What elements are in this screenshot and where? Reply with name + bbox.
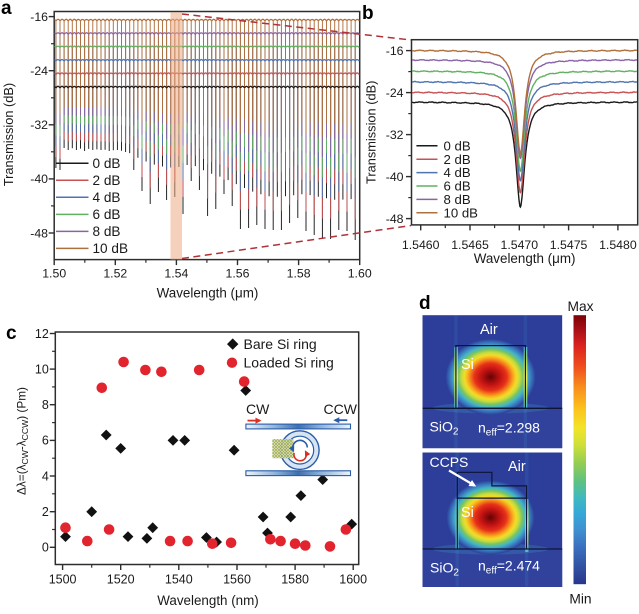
svg-text:-16: -16 [30,10,48,24]
svg-text:1600: 1600 [339,572,367,586]
svg-text:8 dB: 8 dB [444,192,471,207]
svg-text:10 dB: 10 dB [444,205,479,220]
svg-text:Air: Air [480,322,498,338]
svg-text:c: c [6,323,17,344]
svg-text:Transmission (dB): Transmission (dB) [1,83,16,186]
svg-text:Max: Max [567,299,593,314]
svg-text:6 dB: 6 dB [93,207,121,222]
svg-text:Bare Si ring: Bare Si ring [244,336,317,352]
svg-text:-48: -48 [30,226,48,240]
svg-text:6: 6 [42,434,49,448]
svg-text:1.54: 1.54 [164,267,188,281]
svg-text:Wavelength (μm): Wavelength (μm) [157,286,259,301]
svg-text:1.5465: 1.5465 [451,238,489,252]
svg-text:0: 0 [42,541,49,555]
svg-text:4 dB: 4 dB [93,190,121,205]
svg-text:Δλ=(λCW-λCCW) (Pm): Δλ=(λCW-λCCW) (Pm) [15,387,31,495]
svg-text:12: 12 [35,327,49,341]
svg-text:10 dB: 10 dB [93,241,129,256]
svg-text:1520: 1520 [107,572,135,586]
svg-text:Loaded Si ring: Loaded Si ring [244,354,334,370]
svg-text:CCPS: CCPS [430,454,469,470]
svg-text:4 dB: 4 dB [444,165,471,180]
svg-text:Min: Min [569,592,591,607]
svg-text:8 dB: 8 dB [93,224,121,239]
svg-text:Wavelength (nm): Wavelength (nm) [157,593,258,608]
svg-text:1.5460: 1.5460 [402,238,440,252]
svg-text:-24: -24 [30,64,48,78]
svg-text:Transmission (dB): Transmission (dB) [364,81,379,184]
svg-text:1500: 1500 [49,572,77,586]
svg-text:0 dB: 0 dB [444,138,471,153]
svg-text:Air: Air [508,459,526,475]
svg-text:SiO2: SiO2 [430,560,459,579]
svg-text:CCW: CCW [324,401,358,417]
svg-text:0 dB: 0 dB [93,156,121,171]
svg-text:SiO2: SiO2 [430,419,459,438]
svg-text:1540: 1540 [165,572,193,586]
svg-text:10: 10 [35,362,49,376]
svg-text:2 dB: 2 dB [444,152,471,167]
svg-text:Si: Si [461,357,474,373]
svg-text:b: b [362,3,374,24]
svg-text:a: a [1,0,12,19]
svg-text:1.56: 1.56 [226,267,250,281]
svg-text:Si: Si [461,505,474,521]
svg-text:-40: -40 [30,172,48,186]
svg-text:1.60: 1.60 [348,267,372,281]
svg-text:2: 2 [42,505,49,519]
svg-text:8: 8 [42,398,49,412]
svg-text:1.52: 1.52 [103,267,127,281]
svg-text:CW: CW [246,401,270,417]
svg-text:1580: 1580 [281,572,309,586]
svg-text:1.5470: 1.5470 [500,238,538,252]
svg-text:-16: -16 [386,44,404,58]
svg-text:-32: -32 [386,128,404,142]
svg-text:-24: -24 [386,86,404,100]
svg-text:-40: -40 [386,170,404,184]
svg-text:-32: -32 [30,118,48,132]
svg-text:4: 4 [42,469,49,483]
svg-text:1.5475: 1.5475 [550,238,588,252]
svg-text:2 dB: 2 dB [93,173,121,188]
svg-text:Wavelength (μm): Wavelength (μm) [474,251,576,266]
svg-text:d: d [419,293,431,314]
svg-text:1.5480: 1.5480 [599,238,637,252]
svg-text:1.50: 1.50 [42,267,66,281]
svg-text:1560: 1560 [223,572,251,586]
svg-text:1.58: 1.58 [287,267,311,281]
svg-text:-48: -48 [386,212,404,226]
svg-text:6 dB: 6 dB [444,179,471,194]
